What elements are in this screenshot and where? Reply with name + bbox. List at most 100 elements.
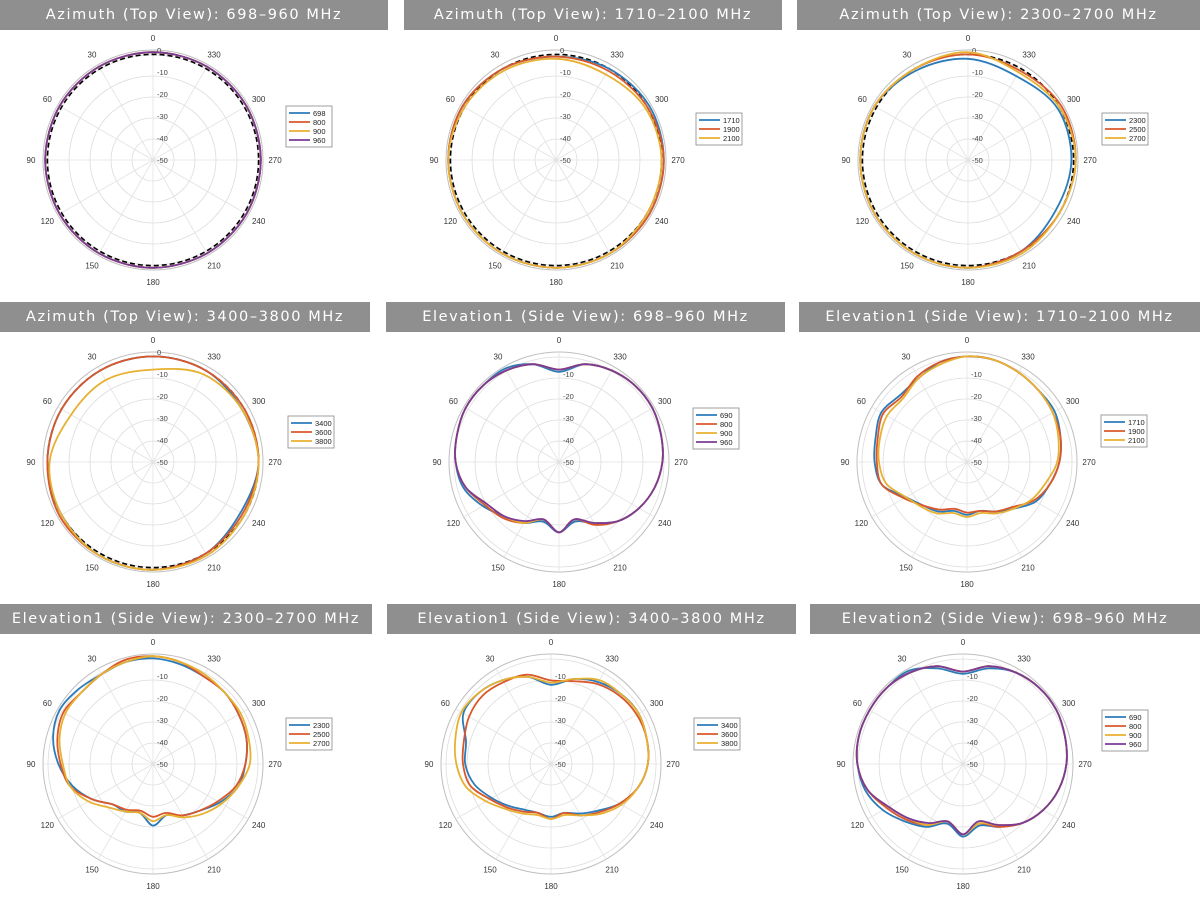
- legend-label: 3400: [721, 721, 738, 730]
- angle-tick-label: 240: [252, 217, 266, 226]
- grid-spoke: [555, 64, 612, 161]
- angle-tick-label: 150: [483, 866, 497, 875]
- angle-tick-label: 0: [151, 34, 156, 43]
- angle-tick-label: 330: [207, 50, 221, 59]
- angle-tick-label: 300: [1062, 699, 1076, 708]
- radial-tick-label: -20: [157, 90, 168, 99]
- series-line: [48, 367, 260, 571]
- angle-tick-label: 60: [43, 95, 52, 104]
- grid-spoke: [152, 668, 209, 765]
- radial-tick-label: -50: [563, 458, 574, 467]
- chart-title: Azimuth (Top View): 3400–3800 MHz: [0, 302, 370, 332]
- polar-plot: 0 30 60 90 120 150 180 210 240 270 300 330 0 -10 -20 -3…: [842, 34, 1149, 287]
- angle-tick-label: 120: [41, 821, 55, 830]
- angle-tick-label: 120: [41, 519, 55, 528]
- radial-tick-label: -10: [972, 68, 983, 77]
- grid-spoke: [495, 668, 552, 765]
- grid-spoke: [962, 763, 1059, 820]
- grid-spoke: [152, 366, 209, 463]
- legend-label: 960: [720, 438, 733, 447]
- grid-spoke: [966, 366, 1023, 463]
- grid-spoke: [872, 159, 969, 216]
- radial-tick-label: -40: [157, 134, 168, 143]
- angle-tick-label: 120: [439, 821, 453, 830]
- polar-grid: [440, 653, 662, 875]
- grid-spoke: [967, 159, 1024, 256]
- radial-tick-label: -50: [555, 760, 566, 769]
- radial-tick-label: 0: [157, 348, 161, 357]
- radial-tick-label: 0: [157, 46, 161, 55]
- grid-spoke: [966, 406, 1063, 463]
- angle-tick-label: 90: [27, 458, 36, 467]
- radial-tick-label: -50: [157, 760, 168, 769]
- grid-spoke: [555, 104, 652, 161]
- radial-tick-label: -40: [563, 436, 574, 445]
- series-line: [875, 355, 1063, 514]
- angle-tick-label: 120: [41, 217, 55, 226]
- angle-tick-label: 90: [430, 156, 439, 165]
- legend-label: 800: [1129, 722, 1142, 731]
- grid-spoke: [152, 64, 209, 161]
- grid-spoke: [57, 406, 154, 463]
- polar-grid: [42, 49, 264, 271]
- radial-tick-label: -40: [971, 436, 982, 445]
- polar-chart-panel: Azimuth (Top View): 698–960 MHz 0 30 60 90 12…: [0, 0, 388, 290]
- angle-tick-label: 60: [43, 699, 52, 708]
- legend-label: 3600: [721, 730, 738, 739]
- reference-line: [46, 53, 260, 267]
- polar-chart-panel: Azimuth (Top View): 1710–2100 MHz 0 30 60 90…: [404, 0, 782, 290]
- legend-label: 690: [1129, 713, 1142, 722]
- grid-spoke: [455, 708, 552, 765]
- angle-tick-label: 210: [610, 262, 624, 271]
- angle-tick-label: 90: [837, 760, 846, 769]
- angle-tick-label: 180: [549, 278, 563, 287]
- angle-tick-label: 30: [88, 352, 97, 361]
- grid-spoke: [867, 763, 964, 820]
- grid-spoke: [152, 461, 249, 518]
- angle-tick-label: 270: [1078, 760, 1092, 769]
- angle-tick-label: 210: [1017, 866, 1031, 875]
- polar-plot: 0 30 60 90 120 150 180 210 240 270 300 330 -10 -20 -30…: [841, 336, 1148, 589]
- angle-tick-label: 330: [613, 352, 627, 361]
- angle-tick-label: 0: [554, 34, 559, 43]
- angle-tick-label: 210: [605, 866, 619, 875]
- angle-tick-label: 150: [895, 866, 909, 875]
- series-line: [855, 665, 1068, 836]
- radial-tick-label: -50: [560, 156, 571, 165]
- grid-spoke: [966, 461, 1023, 558]
- angle-tick-label: 270: [1082, 458, 1096, 467]
- angle-tick-label: 330: [605, 654, 619, 663]
- angle-tick-label: 240: [650, 821, 664, 830]
- polar-chart-panel: Elevation1 (Side View): 3400–3800 MHz 0 30…: [387, 604, 796, 894]
- angle-tick-label: 30: [494, 352, 503, 361]
- angle-tick-label: 120: [856, 217, 870, 226]
- angle-tick-label: 60: [446, 95, 455, 104]
- angle-tick-label: 0: [965, 336, 970, 345]
- legend-label: 1900: [723, 125, 740, 134]
- legend-label: 1710: [723, 116, 740, 125]
- series-line: [873, 355, 1062, 516]
- angle-tick-label: 0: [151, 336, 156, 345]
- legend-label: 2700: [313, 739, 330, 748]
- grid-spoke: [152, 159, 209, 256]
- angle-tick-label: 60: [857, 397, 866, 406]
- angle-tick-label: 60: [43, 397, 52, 406]
- angle-tick-label: 210: [1022, 262, 1036, 271]
- polar-plot: 0 30 60 90 120 150 180 210 240 270 300 330 -10 -20 -30…: [837, 638, 1149, 891]
- grid-spoke: [871, 461, 968, 518]
- radial-tick-label: -20: [157, 694, 168, 703]
- polar-grid: [42, 653, 264, 875]
- series-line: [56, 655, 249, 818]
- grid-spoke: [463, 406, 560, 463]
- chart-title: Elevation1 (Side View): 698–960 MHz: [386, 302, 785, 332]
- radial-tick-label: -50: [157, 156, 168, 165]
- series-line: [855, 667, 1068, 838]
- legend-label: 2500: [1129, 125, 1146, 134]
- radial-tick-label: -10: [967, 672, 978, 681]
- polar-grid: [448, 351, 670, 573]
- radial-tick-label: 0: [972, 46, 976, 55]
- angle-tick-label: 150: [85, 866, 99, 875]
